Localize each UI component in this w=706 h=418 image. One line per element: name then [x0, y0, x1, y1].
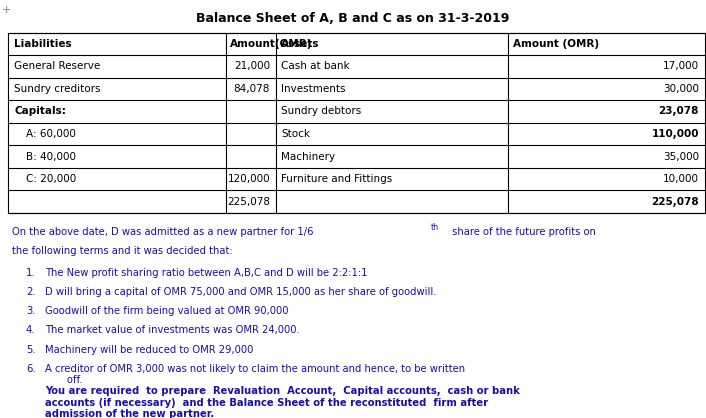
Text: Sundry creditors: Sundry creditors: [14, 84, 100, 94]
Text: 17,000: 17,000: [663, 61, 699, 71]
Text: General Reserve: General Reserve: [14, 61, 100, 71]
Text: 5.: 5.: [26, 344, 35, 354]
Text: C: 20,000: C: 20,000: [26, 174, 76, 184]
Text: 120,000: 120,000: [227, 174, 270, 184]
Text: 225,078: 225,078: [227, 196, 270, 206]
Text: Capitals:: Capitals:: [14, 107, 66, 117]
Text: 1.: 1.: [26, 268, 35, 278]
Text: 30,000: 30,000: [663, 84, 699, 94]
Text: The market value of investments was OMR 24,000.: The market value of investments was OMR …: [45, 326, 300, 336]
Text: +: +: [1, 5, 11, 15]
Text: Furniture and Fittings: Furniture and Fittings: [281, 174, 393, 184]
Text: The New profit sharing ratio between A,B,C and D will be 2:2:1:1: The New profit sharing ratio between A,B…: [45, 268, 368, 278]
Text: Machinery: Machinery: [281, 151, 335, 161]
Text: Machinery will be reduced to OMR 29,000: Machinery will be reduced to OMR 29,000: [45, 344, 253, 354]
Text: 6.: 6.: [26, 364, 35, 374]
Text: Liabilities: Liabilities: [14, 39, 72, 49]
Text: the following terms and it was decided that:: the following terms and it was decided t…: [12, 246, 232, 256]
Text: th: th: [431, 222, 438, 232]
Text: A creditor of OMR 3,000 was not likely to claim the amount and hence, to be writ: A creditor of OMR 3,000 was not likely t…: [45, 364, 465, 385]
Text: Stock: Stock: [281, 129, 310, 139]
Text: Investments: Investments: [281, 84, 346, 94]
Text: 35,000: 35,000: [663, 151, 699, 161]
Text: You are required  to prepare  Revaluation  Account,  Capital accounts,  cash or : You are required to prepare Revaluation …: [45, 386, 520, 418]
Text: On the above date, D was admitted as a new partner for 1/6: On the above date, D was admitted as a n…: [12, 227, 313, 237]
Text: B: 40,000: B: 40,000: [26, 151, 76, 161]
Text: Amount(OMR): Amount(OMR): [230, 39, 313, 49]
Text: 225,078: 225,078: [652, 196, 699, 206]
Text: 2.: 2.: [26, 287, 35, 297]
Text: Sundry debtors: Sundry debtors: [281, 107, 361, 117]
Text: 110,000: 110,000: [652, 129, 699, 139]
Text: Goodwill of the firm being valued at OMR 90,000: Goodwill of the firm being valued at OMR…: [45, 306, 289, 316]
Text: Assets: Assets: [281, 39, 320, 49]
Text: A: 60,000: A: 60,000: [26, 129, 76, 139]
Text: D will bring a capital of OMR 75,000 and OMR 15,000 as her share of goodwill.: D will bring a capital of OMR 75,000 and…: [45, 287, 436, 297]
Text: Balance Sheet of A, B and C as on 31-3-2019: Balance Sheet of A, B and C as on 31-3-2…: [196, 12, 510, 25]
Text: 3.: 3.: [26, 306, 35, 316]
Text: 4.: 4.: [26, 326, 35, 336]
Text: 23,078: 23,078: [659, 107, 699, 117]
Text: 21,000: 21,000: [234, 61, 270, 71]
Text: 84,078: 84,078: [234, 84, 270, 94]
Text: 10,000: 10,000: [663, 174, 699, 184]
Text: Amount (OMR): Amount (OMR): [513, 39, 599, 49]
Text: Cash at bank: Cash at bank: [281, 61, 350, 71]
Text: share of the future profits on: share of the future profits on: [449, 227, 596, 237]
